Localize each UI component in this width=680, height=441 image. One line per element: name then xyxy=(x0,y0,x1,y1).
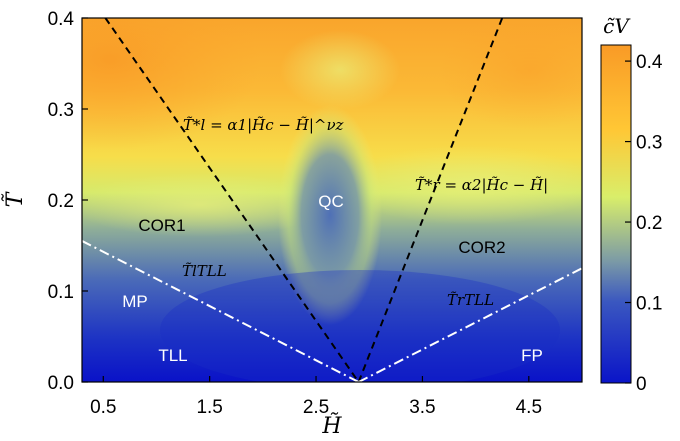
x-tick-label: 4.5 xyxy=(516,397,542,418)
colorbar-ticks: 0 0.1 0.2 0.3 0.4 xyxy=(625,52,663,395)
tll-crossover-line-2 xyxy=(82,240,360,382)
crossover-line-0 xyxy=(104,18,360,382)
colorbar-tick-label: 0.3 xyxy=(636,133,662,154)
x-tick-label: 2.5 xyxy=(303,397,329,418)
region-label-fp: FP xyxy=(521,346,543,365)
x-tick-label: 0.5 xyxy=(90,397,116,418)
tll-crossover-line-3 xyxy=(358,267,582,382)
crossover-line-1 xyxy=(357,18,504,382)
y-tick-label: 0.2 xyxy=(48,191,74,212)
y-tick-label: 0.4 xyxy=(48,9,75,30)
region-label-cor1: COR1 xyxy=(138,216,185,235)
left-tll-crossover-label: T̃lTLL xyxy=(182,262,227,280)
y-tick-label: 0.3 xyxy=(48,100,74,121)
region-label-mp: MP xyxy=(122,292,148,311)
right-crossover-formula: T̃*r = α2|H̃c − H̃| xyxy=(415,176,548,194)
boundary-lines xyxy=(82,18,582,382)
region-label-qc: QC xyxy=(318,192,344,211)
colorbar-tick-label: 0.1 xyxy=(636,294,662,315)
x-axis-label: H̃ xyxy=(321,413,342,439)
heatmap-field xyxy=(82,18,582,382)
y-axis-ticks: 0.0 0.1 0.2 0.3 0.4 xyxy=(48,9,88,394)
x-tick-label: 3.5 xyxy=(409,397,435,418)
colorbar-label: c̃V xyxy=(603,14,631,38)
y-tick-label: 0.0 xyxy=(48,373,74,394)
colorbar-tick-label: 0 xyxy=(636,374,647,395)
region-label-tll: TLL xyxy=(158,346,187,365)
x-axis-ticks: 0.5 1.5 2.5 3.5 4.5 xyxy=(90,376,542,418)
y-tick-label: 0.1 xyxy=(48,282,74,303)
left-crossover-formula: T̃*l = α1|H̃c − H̃|^νz xyxy=(183,116,344,134)
region-label-cor2: COR2 xyxy=(458,238,505,257)
x-tick-label: 1.5 xyxy=(196,397,222,418)
right-tll-crossover-label: T̃rTLL xyxy=(447,291,494,309)
colorbar-frame xyxy=(600,44,632,384)
colorbar xyxy=(601,45,631,383)
y-axis-label: T̃ xyxy=(2,190,28,207)
colorbar-tick-label: 0.4 xyxy=(636,52,663,73)
colorbar-tick-label: 0.2 xyxy=(636,213,662,234)
